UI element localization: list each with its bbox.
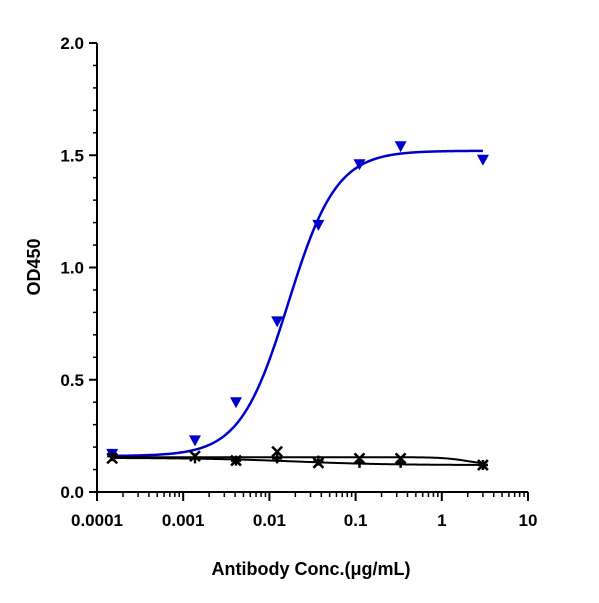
x-tick-label: 1 <box>437 511 446 530</box>
x-tick-label: 0.0001 <box>71 511 123 530</box>
y-ticks: 0.0 0.5 1.0 1.5 2.0 <box>60 34 97 502</box>
data-point-series-3 <box>477 460 488 471</box>
x-tick-label: 0.1 <box>344 511 368 530</box>
data-point-series-1 <box>188 435 201 447</box>
data-point-series-2 <box>271 445 284 458</box>
data-point-series-3 <box>189 453 200 464</box>
data-point-series-3 <box>313 455 324 466</box>
x-ticks: 0.0001 0.001 0.01 0.1 1 10 <box>71 492 537 530</box>
data-point-series-1 <box>353 159 366 171</box>
x-axis-title: Antibody Conc.(μg/mL) <box>212 559 411 579</box>
data-point-series-3 <box>231 455 242 466</box>
y-tick-label: 2.0 <box>60 34 84 53</box>
y-tick-label: 0.0 <box>60 483 84 502</box>
data-point-series-3 <box>395 457 406 468</box>
fit-curve-series-2 <box>112 456 484 465</box>
y-axis-title: OD450 <box>24 238 44 295</box>
x-tick-label: 10 <box>519 511 538 530</box>
data-point-series-3 <box>107 451 118 462</box>
data-point-series-1 <box>271 316 284 328</box>
data-point-series-1 <box>230 397 243 409</box>
fit-curves <box>112 149 484 466</box>
x-tick-label: 0.001 <box>162 511 205 530</box>
y-tick-label: 1.0 <box>60 259 84 278</box>
data-point-series-3 <box>272 453 283 464</box>
data-markers <box>106 141 489 471</box>
data-point-series-1 <box>312 219 325 231</box>
y-tick-label: 0.5 <box>60 371 84 390</box>
data-point-series-1 <box>476 154 489 166</box>
x-tick-label: 0.01 <box>253 511 286 530</box>
fit-curve-series-1 <box>112 149 483 458</box>
y-tick-label: 1.5 <box>60 146 84 165</box>
data-point-series-1 <box>394 141 407 153</box>
axes: 0.0 0.5 1.0 1.5 2.0 0.0001 0.001 0.01 0.1 1 10 <box>60 34 537 530</box>
data-point-series-3 <box>354 457 365 468</box>
fit-curve-series-3 <box>112 457 483 466</box>
